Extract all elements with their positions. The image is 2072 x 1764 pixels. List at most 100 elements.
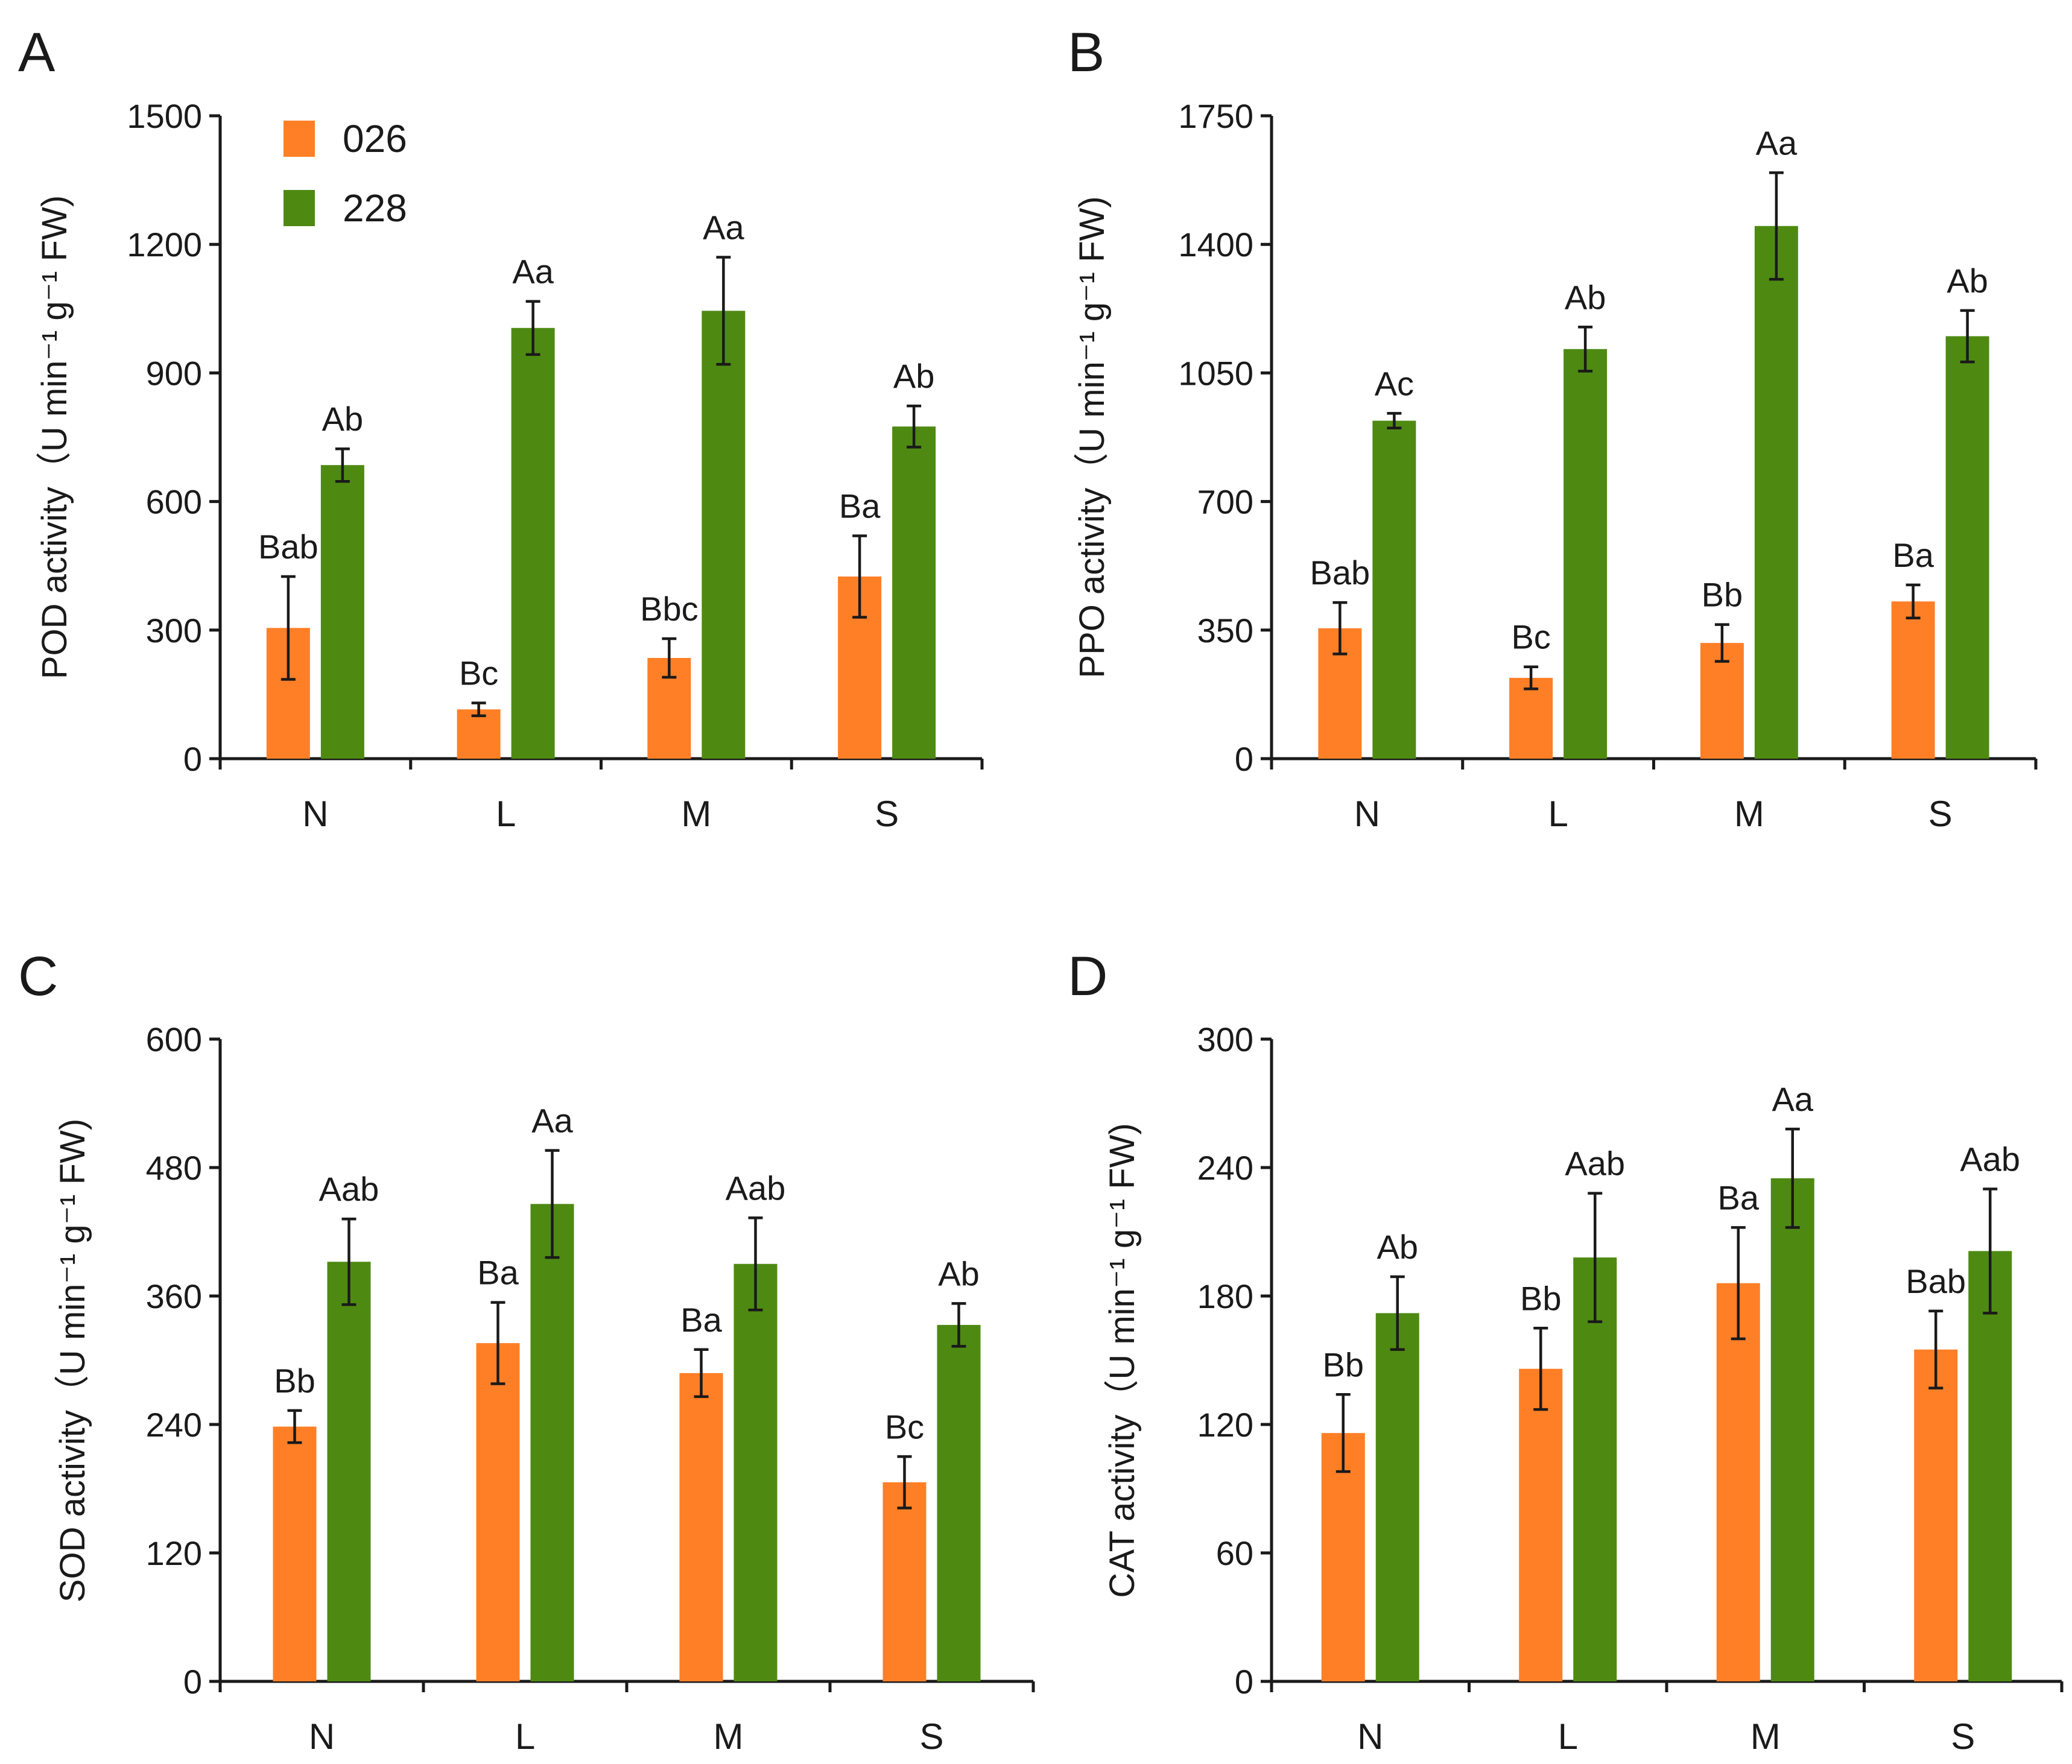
significance-label: Bb xyxy=(1520,1279,1562,1317)
bar-228-m xyxy=(733,1263,778,1681)
y-tick-label: 350 xyxy=(1197,612,1253,650)
panel-c: C SOD activity（U min⁻¹ g⁻¹ FW) 0 120 240 360 4… xyxy=(18,946,1035,1757)
y-tick-label: 180 xyxy=(1197,1277,1253,1315)
significance-label: Aab xyxy=(319,1170,379,1208)
bar-228-l xyxy=(530,1204,574,1681)
significance-label: Ab xyxy=(1377,1228,1419,1266)
significance-label: Bc xyxy=(885,1408,924,1446)
significance-label: Ab xyxy=(1565,278,1606,316)
x-tick-label: M xyxy=(714,1716,744,1757)
y-tick-label: 1400 xyxy=(1178,226,1253,264)
significance-label: Ab xyxy=(1947,262,1988,300)
significance-label: Aa xyxy=(531,1102,573,1140)
significance-label: Bbc xyxy=(640,590,699,628)
legend-label-228: 228 xyxy=(343,186,407,230)
bar-228-n xyxy=(1372,420,1416,759)
y-tick-label: 1500 xyxy=(127,97,202,135)
bar-026-n xyxy=(1321,1433,1365,1681)
bar-228-m xyxy=(1754,226,1798,759)
bar-026-l xyxy=(476,1343,520,1681)
y-axis-label: SOD activity（U min⁻¹ g⁻¹ FW) xyxy=(53,1119,92,1602)
panel-a: A POD activity（U min⁻¹ g⁻¹ FW) 0 300 600 900 1… xyxy=(18,22,984,834)
y-tick-label: 600 xyxy=(146,1020,202,1058)
significance-label: Bb xyxy=(1702,576,1743,614)
significance-label: Ba xyxy=(1718,1178,1760,1216)
legend: 026 228 xyxy=(284,117,407,230)
panel-d: D CAT activity（U min⁻¹ g⁻¹ FW) 0 60 120 180 24… xyxy=(1068,946,2064,1757)
significance-label: Bc xyxy=(459,654,498,692)
y-tick-label: 360 xyxy=(146,1277,202,1315)
significance-label: Bc xyxy=(1511,618,1550,656)
panel-letter: A xyxy=(18,22,55,83)
bar-228-l xyxy=(1564,349,1608,759)
x-tick-label: N xyxy=(1354,794,1380,834)
bar-228-n xyxy=(1375,1313,1419,1681)
bar-228-s xyxy=(1945,336,1989,759)
significance-label: Ac xyxy=(1375,364,1414,402)
bar-228-s xyxy=(892,426,936,759)
y-tick-label: 600 xyxy=(146,483,202,521)
x-tick-label: L xyxy=(496,794,516,834)
bar-026-l xyxy=(1509,677,1553,759)
y-tick-label: 300 xyxy=(146,612,202,650)
bar-026-n xyxy=(273,1426,317,1681)
bar-228-n xyxy=(327,1262,371,1681)
y-tick-label: 300 xyxy=(1197,1020,1253,1058)
y-tick-label: 1200 xyxy=(127,226,202,264)
significance-label: Aa xyxy=(703,209,744,247)
y-tick-label: 240 xyxy=(146,1406,202,1444)
significance-label: Ab xyxy=(893,357,935,395)
significance-label: Aab xyxy=(1960,1140,2020,1178)
y-tick-label: 700 xyxy=(1197,483,1253,521)
x-tick-label: S xyxy=(919,1716,943,1757)
significance-label: Aa xyxy=(1756,124,1798,162)
x-tick-label: L xyxy=(1548,794,1568,834)
panel-letter: C xyxy=(18,946,58,1007)
significance-label: Ba xyxy=(1892,536,1934,574)
y-tick-label: 120 xyxy=(146,1534,202,1572)
x-tick-label: N xyxy=(309,1716,335,1757)
significance-label: Bab xyxy=(258,528,318,566)
significance-label: Bb xyxy=(1323,1345,1364,1383)
panel-letter: B xyxy=(1068,22,1104,83)
bar-026-s xyxy=(882,1482,927,1681)
legend-swatch-228 xyxy=(284,190,315,226)
bar-228-m xyxy=(1770,1178,1814,1681)
y-tick-label: 0 xyxy=(1235,1663,1253,1701)
x-tick-label: L xyxy=(1558,1716,1578,1757)
bar-026-m xyxy=(679,1373,723,1681)
y-axis-label: PPO activity（U min⁻¹ g⁻¹ FW) xyxy=(1072,196,1112,678)
bar-228-m xyxy=(702,311,746,759)
y-tick-label: 480 xyxy=(146,1149,202,1187)
significance-label: Bab xyxy=(1906,1262,1966,1300)
significance-label: Bb xyxy=(274,1362,315,1400)
significance-label: Ba xyxy=(839,487,881,525)
x-tick-label: S xyxy=(1951,1716,1975,1757)
bar-026-m xyxy=(1716,1283,1760,1681)
y-axis-label: POD activity（U min⁻¹ g⁻¹ FW) xyxy=(35,195,74,679)
significance-label: Ab xyxy=(322,400,364,438)
y-tick-label: 0 xyxy=(183,1663,202,1701)
y-tick-label: 1050 xyxy=(1178,354,1253,392)
y-tick-label: 240 xyxy=(1197,1149,1253,1187)
y-axis-label: CAT activity（U min⁻¹ g⁻¹ FW) xyxy=(1103,1123,1142,1598)
legend-swatch-026 xyxy=(284,121,315,157)
bar-228-l xyxy=(1573,1257,1617,1681)
significance-label: Aab xyxy=(726,1169,786,1207)
significance-label: Ba xyxy=(680,1301,722,1339)
x-tick-label: M xyxy=(681,794,711,834)
significance-label: Ba xyxy=(477,1254,519,1292)
panel-letter: D xyxy=(1068,946,1107,1007)
bar-026-l xyxy=(457,709,501,759)
significance-label: Bab xyxy=(1310,554,1370,592)
x-tick-label: N xyxy=(1357,1716,1383,1757)
x-tick-label: L xyxy=(515,1716,535,1757)
legend-label-026: 026 xyxy=(343,117,407,160)
x-tick-label: M xyxy=(1734,794,1764,834)
y-tick-label: 120 xyxy=(1197,1406,1253,1444)
x-tick-label: S xyxy=(875,794,899,834)
y-tick-label: 0 xyxy=(1235,740,1253,778)
significance-label: Aab xyxy=(1565,1145,1625,1183)
